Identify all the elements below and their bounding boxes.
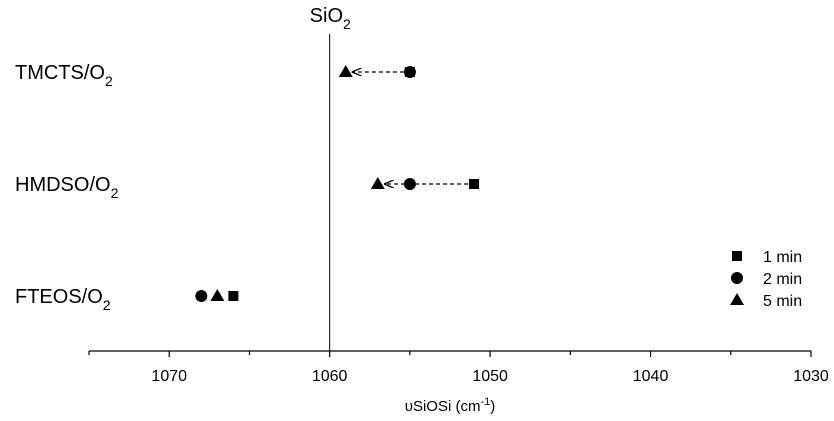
category-label: HMDSO/O2	[15, 174, 119, 201]
category-label: FTEOS/O2	[15, 286, 111, 313]
legend-label: 1 min	[763, 249, 802, 266]
legend: 1 min 2 min 5 min	[730, 249, 802, 310]
data-points	[195, 65, 480, 302]
legend-marker-circle	[731, 272, 743, 284]
point-square	[228, 291, 239, 301]
x-tick-label: 1030	[793, 368, 829, 385]
category-labels: TMCTS/O2 HMDSO/O2 FTEOS/O2	[15, 62, 119, 313]
x-tick-label: 1060	[312, 368, 348, 385]
reference-line-label: SiO2	[310, 5, 351, 32]
x-axis: 1070 1060 1050 1040 1030 υSiOSi (cm-1)	[88, 350, 829, 415]
legend-label: 2 min	[763, 271, 802, 288]
reference-line-group: SiO2	[310, 5, 351, 351]
point-circle	[403, 178, 416, 190]
shift-arrows	[353, 72, 469, 184]
x-tick-label: 1070	[151, 368, 187, 385]
x-tick-label: 1050	[472, 368, 508, 385]
x-axis-label: υSiOSi (cm-1)	[405, 396, 495, 415]
legend-marker-triangle	[730, 293, 744, 305]
legend-marker-square	[732, 251, 742, 261]
point-triangle	[210, 289, 225, 301]
point-triangle	[370, 177, 385, 189]
legend-label: 5 min	[763, 293, 802, 310]
point-square	[469, 179, 480, 189]
point-triangle	[338, 65, 353, 77]
point-circle	[403, 66, 416, 78]
x-tick-label: 1040	[633, 368, 669, 385]
point-circle	[195, 290, 208, 302]
category-label: TMCTS/O2	[15, 62, 113, 89]
